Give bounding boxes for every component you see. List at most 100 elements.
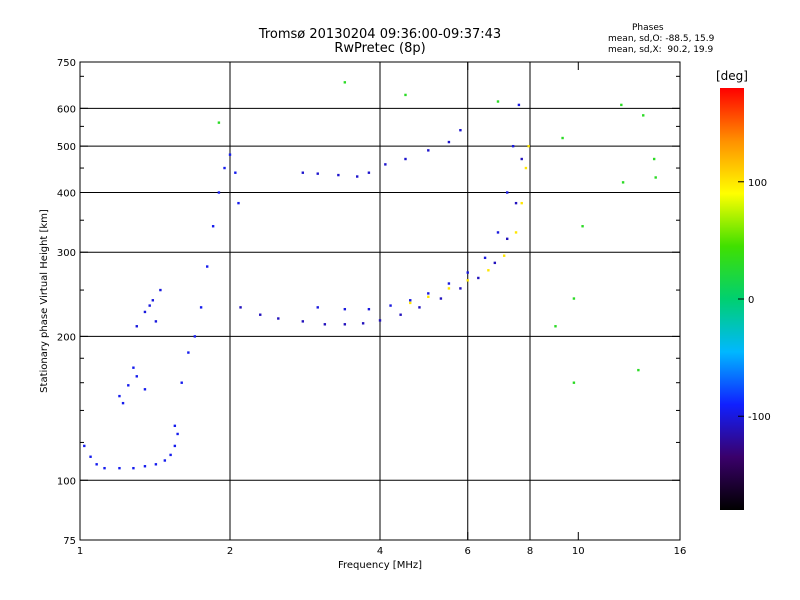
data-point (520, 201, 523, 205)
data-point (496, 231, 500, 234)
data-point (572, 381, 576, 384)
data-point (404, 93, 407, 97)
y-tick-label: 600 (57, 104, 76, 115)
chart-subtitle: RwPretec (8p) (334, 41, 426, 56)
data-point (234, 171, 237, 174)
data-point (173, 444, 177, 448)
colorbar-unit: [deg] (716, 69, 748, 83)
data-point (427, 149, 430, 152)
data-point (654, 176, 657, 179)
data-point (176, 432, 179, 436)
y-tick-label: 100 (57, 476, 76, 487)
x-tick-label: 4 (377, 546, 383, 557)
y-tick-label: 750 (57, 58, 76, 69)
data-point (652, 157, 656, 161)
x-axis-label: Frequency [MHz] (338, 560, 422, 571)
data-point (447, 287, 451, 290)
data-point (524, 166, 528, 170)
data-point (217, 191, 221, 194)
data-point (127, 384, 130, 387)
data-point (301, 320, 305, 323)
data-point (343, 323, 347, 326)
data-point (378, 319, 382, 322)
data-point (466, 279, 469, 282)
x-tick-label: 1 (77, 546, 83, 557)
colorbar-tick-label: 100 (748, 178, 767, 189)
data-point (118, 394, 121, 398)
x-tick-label: 16 (674, 546, 687, 557)
data-point (572, 297, 576, 300)
data-point (487, 269, 490, 272)
data-point (135, 375, 138, 378)
data-point (301, 171, 305, 174)
data-point (143, 465, 147, 468)
y-tick-label: 75 (63, 536, 76, 547)
data-point (154, 320, 158, 323)
data-point (151, 299, 155, 302)
data-point (163, 459, 167, 462)
data-point (132, 466, 135, 470)
data-point (511, 144, 515, 148)
data-point (418, 306, 421, 309)
data-point (384, 163, 387, 166)
data-point (143, 310, 147, 314)
data-point (89, 455, 92, 458)
data-point (561, 136, 564, 140)
data-point (447, 282, 451, 285)
data-point (169, 453, 172, 457)
data-point (637, 368, 640, 372)
data-point (143, 388, 147, 391)
data-point (355, 175, 359, 178)
data-point (361, 322, 365, 325)
data-point (199, 306, 203, 309)
y-tick-label: 200 (57, 332, 76, 343)
data-point (399, 313, 402, 316)
data-point (223, 166, 226, 170)
x-tick-label: 6 (465, 546, 471, 557)
data-point (121, 401, 125, 405)
data-point (505, 191, 509, 194)
data-point (211, 225, 215, 228)
data-point (237, 201, 240, 205)
data-point (337, 173, 340, 177)
data-point (316, 172, 319, 175)
data-point (389, 304, 392, 307)
data-point (427, 292, 430, 295)
data-points (83, 81, 657, 470)
data-point (520, 157, 523, 161)
data-point (343, 81, 347, 84)
y-tick-label: 500 (57, 142, 76, 153)
data-point (409, 299, 412, 302)
colorbar-ticks: -100 0 100 (738, 178, 771, 423)
data-point (621, 181, 625, 184)
data-point (217, 121, 221, 124)
x-tick-label: 2 (227, 546, 233, 557)
data-point (493, 261, 497, 265)
data-point (496, 100, 500, 103)
phases-x-stats: mean, sd,X: 90.2, 19.9 (608, 45, 714, 55)
data-point (409, 301, 412, 305)
data-point (343, 307, 347, 311)
data-point (180, 381, 183, 384)
data-point (228, 153, 232, 156)
chart-title: Tromsø 20130204 09:36:00-09:37:43 (258, 27, 502, 42)
colorbar-tick-label: -100 (748, 412, 771, 423)
data-point (159, 288, 162, 292)
data-point (118, 466, 121, 470)
colorbar-tick-label: 0 (748, 295, 754, 306)
data-point (483, 256, 487, 260)
grid-lines (80, 62, 680, 540)
data-point (135, 325, 138, 328)
data-point (514, 201, 518, 205)
data-point (427, 295, 430, 299)
data-point (193, 335, 197, 338)
y-tick-label: 300 (57, 248, 76, 259)
data-point (459, 287, 462, 290)
data-point (277, 317, 280, 320)
data-point (154, 463, 158, 466)
data-point (514, 231, 518, 234)
y-axis-ticks: 75 100 200 300 400 500 600 750 (57, 58, 680, 547)
data-point (132, 366, 135, 369)
data-point (205, 265, 209, 268)
